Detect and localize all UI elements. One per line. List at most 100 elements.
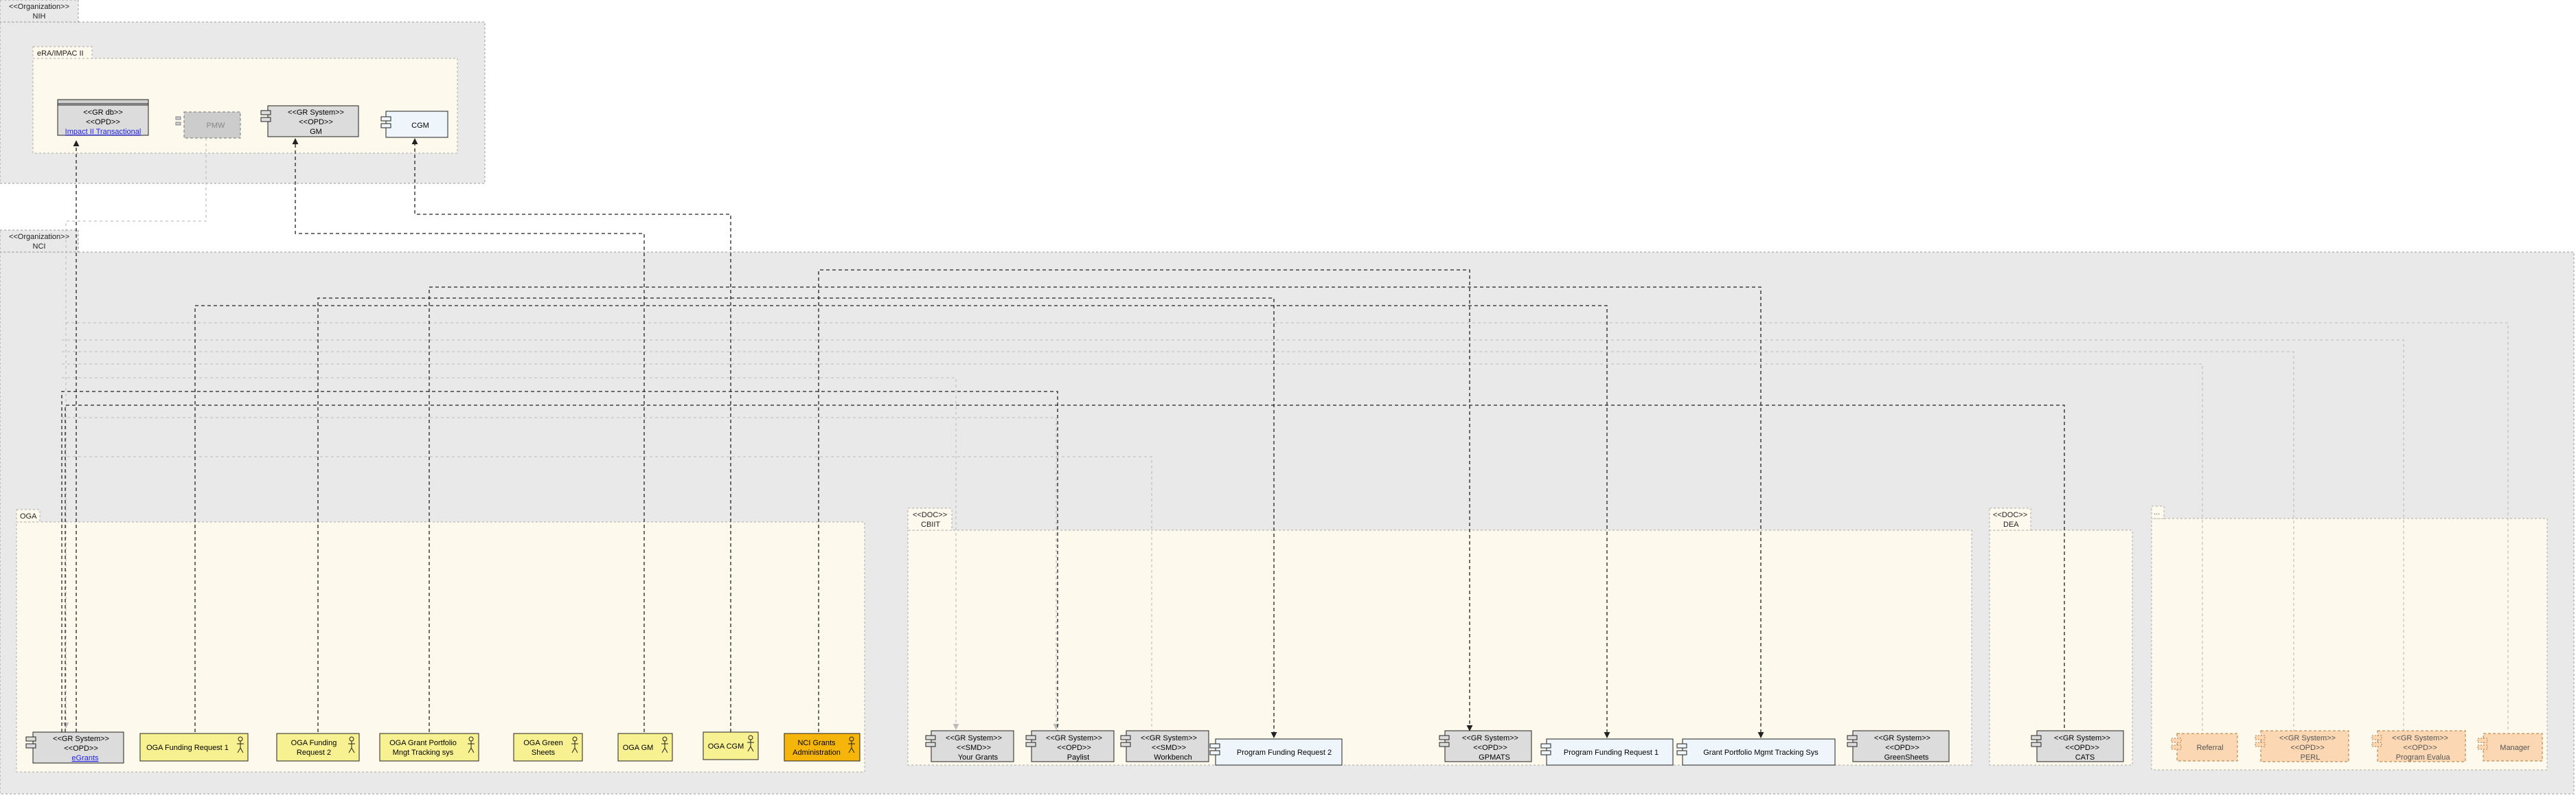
other-subgroup[interactable]: ... (2152, 506, 2547, 770)
svg-text:PERL: PERL (2301, 753, 2321, 762)
svg-text:<<GR System>>: <<GR System>> (1046, 734, 1102, 742)
svg-text:<<GR System>>: <<GR System>> (2054, 734, 2110, 742)
nci-grants-administration-actor[interactable]: NCI Grants Administration (784, 734, 860, 761)
svg-text:<<GR System>>: <<GR System>> (288, 109, 344, 117)
svg-text:Administration: Administration (793, 749, 841, 757)
svg-text:Program Evalua: Program Evalua (2396, 753, 2451, 762)
component-icon (1677, 744, 1687, 748)
cbiit-subgroup[interactable]: <<DOC>> CBIIT (908, 508, 1972, 765)
cgm-component[interactable]: CGM (381, 111, 448, 137)
component-icon (381, 117, 391, 121)
svg-text:<<OPD>>: <<OPD>> (299, 118, 333, 126)
svg-text:<<SMD>>: <<SMD>> (957, 744, 991, 752)
svg-text:<<OPD>>: <<OPD>> (86, 118, 120, 126)
svg-text:<<GR System>>: <<GR System>> (1462, 734, 1518, 742)
nih-tab-stereotype: <<Organization>> (9, 3, 69, 11)
svg-text:<<GR System>>: <<GR System>> (2279, 734, 2336, 742)
cats-system[interactable]: <<GR System>> <<OPD>> CATS (2031, 731, 2123, 762)
gm-system[interactable]: <<GR System>> <<OPD>> GM (261, 106, 358, 137)
component-icon (1210, 744, 1220, 748)
component-icon (2031, 736, 2041, 740)
svg-text:<<GR db>>: <<GR db>> (83, 109, 123, 117)
svg-text:<<GR System>>: <<GR System>> (1141, 734, 1197, 742)
svg-text:<<OPD>>: <<OPD>> (1885, 744, 1919, 752)
other-tab: ... (2154, 508, 2160, 516)
svg-text:Request 2: Request 2 (297, 749, 331, 757)
nci-tab-name: NCI (33, 242, 46, 251)
svg-text:Referral: Referral (2196, 744, 2223, 752)
oga-gm-actor[interactable]: OGA GM (618, 734, 672, 761)
svg-text:OGA CGM: OGA CGM (708, 742, 744, 751)
oga-tab: OGA (20, 512, 37, 521)
svg-text:<<GR System>>: <<GR System>> (53, 735, 109, 743)
component-icon (2478, 738, 2487, 742)
oga-green-sheets-actor[interactable]: OGA Green Sheets (514, 734, 582, 761)
dea-tab-name: DEA (2003, 521, 2019, 529)
oga-cgm-actor[interactable]: OGA CGM (703, 732, 758, 760)
svg-text:OGA Grant Portfolio: OGA Grant Portfolio (389, 739, 457, 747)
component-icon (1439, 736, 1449, 740)
program-funding-request-1-component[interactable]: Program Funding Request 1 (1541, 739, 1673, 765)
svg-text:Program Funding Request 2: Program Funding Request 2 (1237, 749, 1332, 757)
gpmats-system[interactable]: <<GR System>> <<OPD>> GPMATS (1439, 731, 1531, 762)
component-icon (1847, 736, 1857, 740)
svg-text:<<SMD>>: <<SMD>> (1152, 744, 1186, 752)
greensheets-system[interactable]: <<GR System>> <<OPD>> GreenSheets (1847, 731, 1949, 762)
oga-funding-request-1-actor[interactable]: OGA Funding Request 1 (140, 734, 248, 761)
your-grants-system[interactable]: <<GR System>> <<SMD>> Your Grants (926, 731, 1014, 762)
nci-tab-stereotype: <<Organization>> (9, 233, 69, 241)
svg-text:Paylist: Paylist (1067, 753, 1089, 762)
oga-grant-portfolio-actor[interactable]: OGA Grant Portfolio Mngt Tracking sys (380, 734, 479, 761)
manager-component[interactable]: Manager (2478, 734, 2542, 761)
pmw-component[interactable]: PMW (176, 112, 240, 138)
egrants-system[interactable]: <<GR System>> <<OPD>> eGrants (26, 732, 124, 763)
svg-text:<<OPD>>: <<OPD>> (2065, 744, 2099, 752)
dea-subgroup[interactable]: <<DOC>> DEA (1990, 508, 2132, 765)
cbiit-tab-stereotype: <<DOC>> (913, 511, 947, 519)
svg-text:OGA Funding: OGA Funding (291, 739, 337, 747)
svg-text:PMW: PMW (207, 122, 226, 130)
component-icon (26, 737, 36, 741)
svg-text:OGA Funding Request 1: OGA Funding Request 1 (146, 744, 229, 752)
era-impac-tab: eRA/IMPAC II (37, 49, 84, 58)
component-icon (2372, 736, 2382, 740)
component-icon (2172, 738, 2181, 742)
component-icon (1541, 744, 1551, 748)
cbiit-tab-name: CBIIT (921, 521, 940, 529)
paylist-system[interactable]: <<GR System>> <<OPD>> Paylist (1026, 731, 1114, 762)
svg-text:<<GR System>>: <<GR System>> (946, 734, 1002, 742)
oga-funding-request-2-actor[interactable]: OGA Funding Request 2 (277, 734, 359, 761)
program-funding-request-2-component[interactable]: Program Funding Request 2 (1210, 739, 1342, 765)
svg-text:<<OPD>>: <<OPD>> (2403, 744, 2437, 752)
svg-text:Your Grants: Your Grants (958, 753, 999, 762)
svg-text:OGA GM: OGA GM (623, 744, 654, 752)
svg-text:Sheets: Sheets (532, 749, 556, 757)
svg-text:GreenSheets: GreenSheets (1884, 753, 1929, 762)
svg-text:<<OPD>>: <<OPD>> (64, 744, 98, 753)
impact-ii-transactional-db[interactable]: <<GR db>> <<OPD>> Impact II Transactiona… (58, 100, 148, 136)
svg-text:Mngt Tracking sys: Mngt Tracking sys (393, 749, 454, 757)
workbench-system[interactable]: <<GR System>> <<SMD>> Workbench (1121, 731, 1209, 762)
impact-ii-link[interactable]: Impact II Transactional (65, 128, 141, 136)
perl-system[interactable]: <<GR System>> <<OPD>> PERL (2255, 731, 2349, 762)
svg-text:GPMATS: GPMATS (1479, 753, 1510, 762)
svg-text:Manager: Manager (2500, 744, 2530, 752)
svg-text:<<OPD>>: <<OPD>> (2290, 744, 2325, 752)
nih-tab-name: NIH (33, 12, 46, 21)
svg-text:<<OPD>>: <<OPD>> (1473, 744, 1507, 752)
program-evaluation-system[interactable]: <<GR System>> <<OPD>> Program Evalua (2372, 731, 2465, 762)
svg-text:Workbench: Workbench (1154, 753, 1192, 762)
svg-text:OGA Green: OGA Green (523, 739, 562, 747)
referral-component[interactable]: Referral (2172, 734, 2237, 761)
dea-tab-stereotype: <<DOC>> (1993, 511, 2027, 519)
svg-text:CGM: CGM (411, 122, 429, 130)
grant-portfolio-mgmt-component[interactable]: Grant Portfolio Mgmt Tracking Sys (1677, 739, 1835, 765)
svg-text:CATS: CATS (2075, 753, 2095, 762)
component-icon (176, 117, 181, 120)
svg-text:Grant Portfolio Mgmt Tracking: Grant Portfolio Mgmt Tracking Sys (1703, 749, 1819, 757)
component-icon (2255, 736, 2265, 740)
egrants-link[interactable]: eGrants (71, 754, 99, 762)
svg-text:<<GR System>>: <<GR System>> (1874, 734, 1930, 742)
component-icon (261, 111, 271, 115)
